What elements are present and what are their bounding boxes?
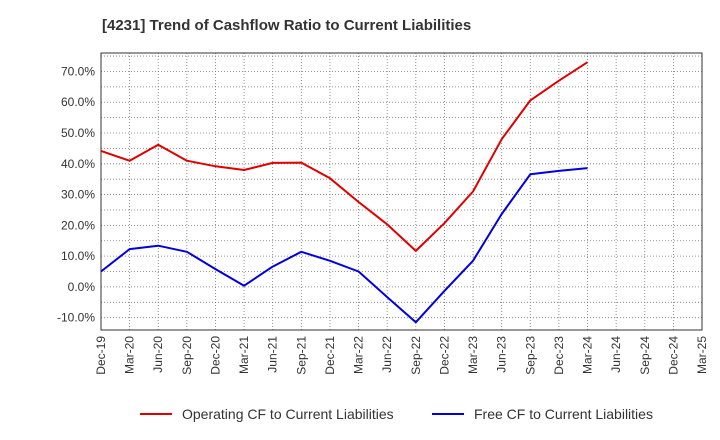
y-tick-label: 10.0% (61, 249, 95, 263)
x-tick-label: Mar-25 (695, 336, 709, 374)
x-tick-label: Jun-24 (609, 336, 623, 373)
x-tick-label: Dec-23 (552, 336, 566, 375)
x-tick-label: Jun-23 (495, 336, 509, 373)
x-tick-label: Jun-21 (266, 336, 280, 373)
plot-area: -10.0% 0.0% 10.0% 20.0% 30.0% 40.0% 50.0% 60.0%… (57, 52, 709, 375)
y-tick-label: 0.0% (68, 280, 96, 294)
x-tick-label: Sep-20 (180, 336, 194, 375)
x-tick-label: Mar-22 (352, 336, 366, 374)
x-tick-label: Sep-24 (638, 336, 652, 375)
y-tick-label: 60.0% (61, 95, 95, 109)
legend-label: Free CF to Current Liabilities (474, 406, 653, 422)
x-tick-label: Dec-20 (208, 336, 222, 375)
x-tick-label: Sep-22 (409, 336, 423, 375)
x-tick-label: Dec-19 (94, 336, 108, 375)
x-tick-label: Jun-20 (151, 336, 165, 373)
series-line-free-cf (100, 167, 588, 324)
x-tick-label: Mar-23 (466, 336, 480, 374)
x-tick-label: Dec-24 (666, 336, 680, 375)
x-tick-label: Dec-21 (323, 336, 337, 375)
chart-title: [4231] Trend of Cashflow Ratio to Curren… (102, 17, 471, 34)
legend: Operating CF to Current Liabilities Free … (140, 406, 653, 422)
x-tick-label: Jun-22 (380, 336, 394, 373)
x-tick-label: Sep-21 (294, 336, 308, 375)
y-tick-label: -10.0% (57, 311, 95, 325)
legend-label: Operating CF to Current Liabilities (182, 406, 394, 422)
series-line-operating-cf (100, 61, 589, 252)
x-tick-label: Mar-21 (237, 336, 251, 374)
x-tick-label: Dec-22 (437, 336, 451, 375)
y-tick-label: 20.0% (61, 218, 95, 232)
y-tick-label: 70.0% (61, 64, 95, 78)
plot-border (100, 52, 703, 331)
y-tick-label: 50.0% (61, 126, 95, 140)
y-tick-label: 30.0% (61, 188, 95, 202)
x-tick-label: Mar-20 (123, 336, 137, 374)
y-tick-label: 40.0% (61, 157, 95, 171)
x-tick-label: Sep-23 (523, 336, 537, 375)
x-tick-label: Mar-24 (581, 336, 595, 374)
